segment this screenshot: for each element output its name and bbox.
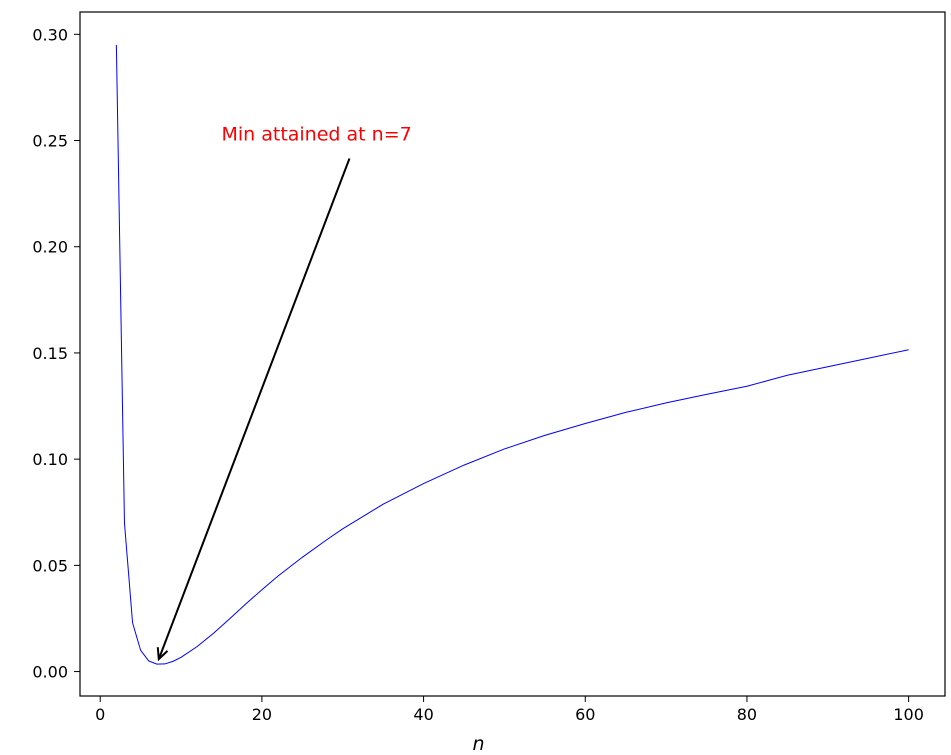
annotation-arrow [157,158,351,660]
plot-area [79,11,946,697]
y-tick-label: 0.30 [32,25,68,44]
series-line [115,44,909,665]
y-axis-ticks: 0.00 0.05 0.10 0.15 0.20 0.25 0.30 [32,25,80,682]
x-tick-label: 60 [575,705,595,724]
x-tick-label: 80 [737,705,757,724]
y-tick-label: 0.05 [32,556,68,575]
x-axis-ticks: 0 20 40 60 80 100 [95,696,924,724]
y-tick-label: 0.25 [32,132,68,151]
y-tick-label: 0.10 [32,450,68,469]
x-axis-label: n [472,733,484,755]
x-tick-label: 40 [413,705,433,724]
y-tick-label: 0.00 [32,663,68,682]
x-tick-label: 20 [252,705,272,724]
annotation-arrowhead [156,647,169,662]
x-tick-label: 0 [95,705,105,724]
annotation-text: Min attained at n=7 [221,124,411,146]
annotation: Min attained at n=7 [156,124,412,662]
x-tick-label: 100 [893,705,924,724]
y-tick-label: 0.15 [32,344,68,363]
y-tick-label: 0.20 [32,238,68,257]
